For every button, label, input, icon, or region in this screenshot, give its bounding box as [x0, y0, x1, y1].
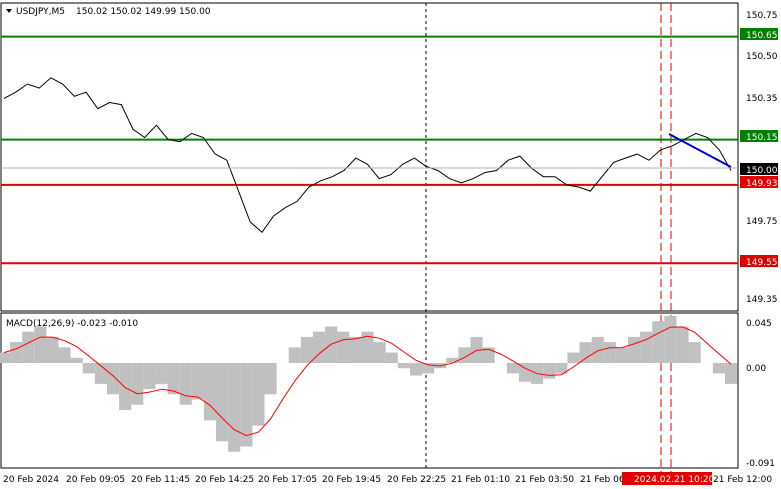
time-label: 20 Feb 14:25	[195, 475, 254, 485]
price-line	[3, 77, 732, 234]
macd-bar	[628, 336, 641, 363]
macd-bar	[191, 363, 204, 400]
macd-bar	[567, 352, 580, 363]
time-label-last: 21 Feb 12:00	[713, 475, 772, 485]
level-tag-150-65: 150.65	[746, 31, 778, 41]
macd-bar	[70, 357, 83, 363]
time-label: 21 Feb 03:50	[515, 475, 574, 485]
macd-bar	[216, 363, 229, 442]
ohlc-readout: 150.02 150.02 149.99 150.00	[76, 7, 211, 17]
macd-bar	[640, 331, 653, 363]
time-label: 21 Feb 06:	[580, 475, 628, 485]
macd-bar	[518, 363, 532, 382]
level-tag-150-15: 150.15	[746, 133, 778, 143]
macd-bar	[34, 326, 47, 363]
macd-signal-line	[3, 326, 732, 437]
macd-bar	[300, 336, 313, 363]
time-axis: 20 Feb 2024 20 Feb 09:05 20 Feb 11:45 20…	[3, 472, 772, 485]
time-label: 21 Feb 01:10	[451, 475, 510, 485]
level-tag-149-55: 149.55	[746, 258, 778, 268]
macd-bar	[10, 342, 23, 363]
price-tick: 149.75	[746, 217, 778, 227]
macd-bar	[252, 363, 265, 426]
macd-title: MACD(12,26,9) -0.023 -0.010	[6, 319, 138, 329]
symbol-label: USDJPY,M5	[16, 7, 65, 17]
macd-bar	[312, 331, 326, 363]
price-tick: 150.35	[746, 94, 778, 104]
macd-bar	[0, 352, 11, 363]
macd-bar	[712, 363, 725, 374]
time-label: 20 Feb 2024	[3, 475, 59, 485]
level-tags: 150.65 150.15 150.00 149.93 149.55	[740, 28, 778, 268]
time-label: 20 Feb 19:45	[322, 475, 381, 485]
macd-bar	[264, 363, 277, 395]
macd-bar	[555, 363, 568, 374]
price-tick: 150.50	[746, 52, 778, 62]
macd-bar	[506, 363, 519, 374]
price-tick: 149.35	[746, 295, 778, 305]
macd-bar	[579, 342, 592, 363]
macd-bar	[373, 342, 386, 363]
macd-bar	[167, 363, 180, 395]
horizontal-levels	[1, 35, 738, 265]
macd-bar	[288, 347, 301, 363]
macd-bar	[349, 336, 362, 363]
macd-bar	[22, 331, 35, 363]
macd-bar	[58, 347, 71, 363]
macd-bar	[203, 363, 217, 421]
macd-bar	[676, 326, 689, 363]
macd-bar	[688, 342, 701, 363]
dropdown-arrow-icon[interactable]	[6, 9, 12, 13]
price-tick: 150.75	[746, 11, 778, 21]
level-tag-149-93: 149.93	[746, 179, 778, 189]
macd-tick: -0.091	[746, 459, 775, 469]
macd-bar	[82, 363, 95, 374]
macd-bar	[119, 363, 132, 410]
macd-tick: 0.00	[746, 364, 766, 374]
macd-bar	[603, 342, 616, 363]
macd-bar	[385, 352, 398, 363]
trend-line	[668, 133, 732, 168]
price-axis: 150.75 150.50 150.35 149.75 149.35	[746, 11, 778, 305]
macd-bar	[228, 363, 241, 452]
macd-histogram	[0, 316, 738, 452]
macd-bar	[46, 336, 59, 363]
macd-tick: 0.045	[746, 319, 772, 329]
macd-bar	[652, 321, 665, 363]
macd-bar	[482, 347, 495, 363]
price-panel[interactable]	[0, 2, 739, 312]
time-label: 20 Feb 17:05	[258, 475, 317, 485]
macd-bar	[240, 363, 253, 447]
macd-bar	[422, 363, 435, 374]
time-label: 20 Feb 09:05	[66, 475, 125, 485]
macd-bar	[724, 363, 738, 384]
time-label: 20 Feb 11:45	[131, 475, 190, 485]
macd-bar	[664, 316, 677, 363]
macd-bar	[361, 331, 374, 363]
macd-bar	[106, 363, 120, 395]
macd-bar	[615, 347, 629, 363]
macd-bar	[155, 363, 168, 384]
macd-bar	[179, 363, 192, 405]
macd-bar	[409, 363, 423, 376]
macd-bar	[397, 363, 410, 369]
time-label: 20 Feb 22:25	[387, 475, 446, 485]
macd-bar	[591, 336, 604, 363]
time-highlight: 2024.02.21 10:20	[634, 475, 715, 485]
current-price-tag: 150.00	[746, 166, 778, 176]
macd-bar	[143, 363, 156, 390]
macd-bar	[131, 363, 144, 405]
macd-bar	[543, 363, 556, 379]
macd-bar	[337, 331, 350, 363]
macd-bar	[446, 357, 459, 363]
